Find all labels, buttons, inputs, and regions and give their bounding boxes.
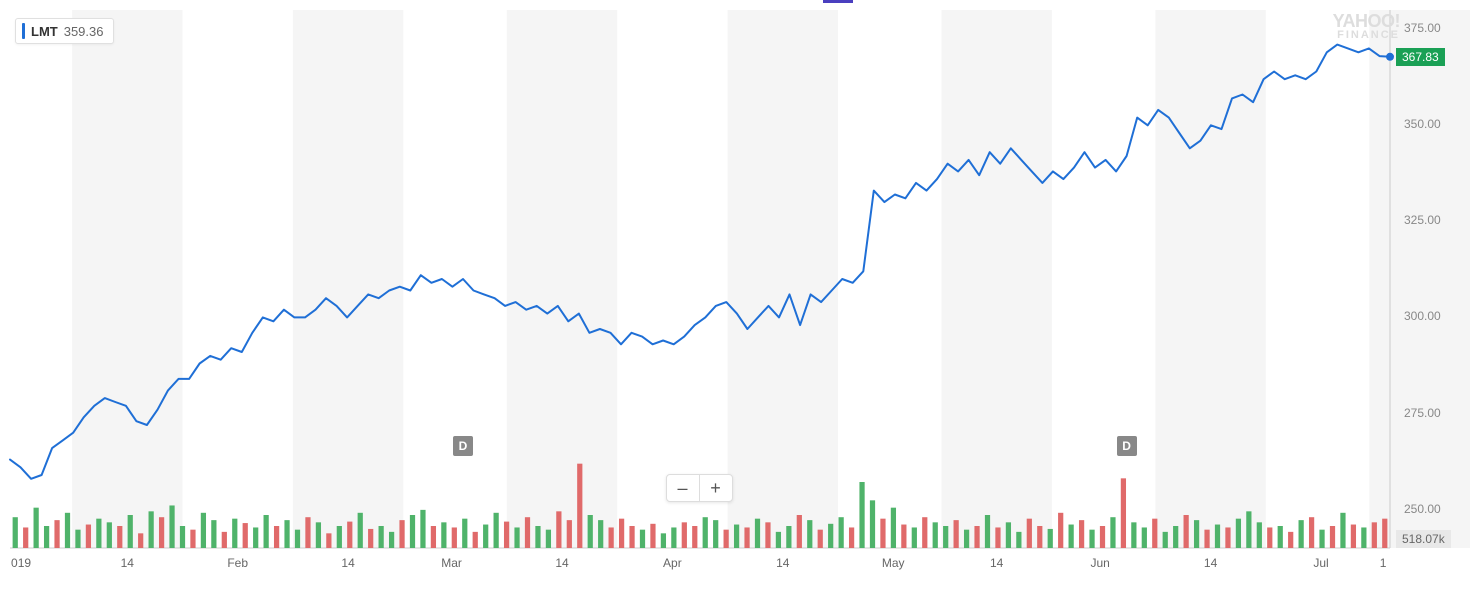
last-volume-value: 518.07k [1402, 532, 1445, 546]
watermark-line1: YAHOO! [1333, 12, 1400, 30]
current-price-badge: 367.83 [1396, 48, 1445, 66]
watermark-line2: FINANCE [1333, 30, 1400, 41]
x-tick-label: 14 [776, 556, 789, 570]
zoom-in-button[interactable]: + [699, 475, 732, 501]
y-tick-label: 275.00 [1404, 406, 1441, 420]
x-tick-label: May [882, 556, 905, 570]
y-tick-label: 325.00 [1404, 213, 1441, 227]
zoom-out-button[interactable]: – [667, 475, 699, 501]
yahoo-finance-watermark: YAHOO! FINANCE [1333, 12, 1400, 41]
x-tick-label: Mar [441, 556, 462, 570]
x-tick-label: 019 [11, 556, 31, 570]
last-volume-badge: 518.07k [1396, 530, 1451, 548]
ticker-color-bar [22, 23, 25, 39]
ticker-symbol: LMT [31, 24, 58, 39]
x-tick-label: Apr [663, 556, 682, 570]
y-tick-label: 250.00 [1404, 502, 1441, 516]
stock-chart-container: LMT 359.36 YAHOO! FINANCE 250.00 275.00 30… [0, 0, 1470, 590]
y-tick-label: 350.00 [1404, 117, 1441, 131]
x-tick-label: 1 [1380, 556, 1387, 570]
x-tick-label: 14 [555, 556, 568, 570]
x-tick-label: Feb [227, 556, 248, 570]
x-tick-label: Jul [1313, 556, 1328, 570]
dividend-marker[interactable]: D [453, 436, 473, 456]
y-tick-label: 300.00 [1404, 309, 1441, 323]
x-tick-label: 14 [341, 556, 354, 570]
ticker-badge[interactable]: LMT 359.36 [15, 18, 114, 44]
ticker-hover-value: 359.36 [64, 24, 104, 39]
dividend-marker[interactable]: D [1117, 436, 1137, 456]
x-tick-label: 14 [1204, 556, 1217, 570]
x-tick-label: 14 [990, 556, 1003, 570]
chart-svg[interactable] [0, 0, 1470, 590]
zoom-controls: – + [666, 474, 733, 502]
x-tick-label: Jun [1091, 556, 1110, 570]
current-price-value: 367.83 [1402, 50, 1439, 64]
x-tick-label: 14 [121, 556, 134, 570]
y-tick-label: 375.00 [1404, 21, 1441, 35]
